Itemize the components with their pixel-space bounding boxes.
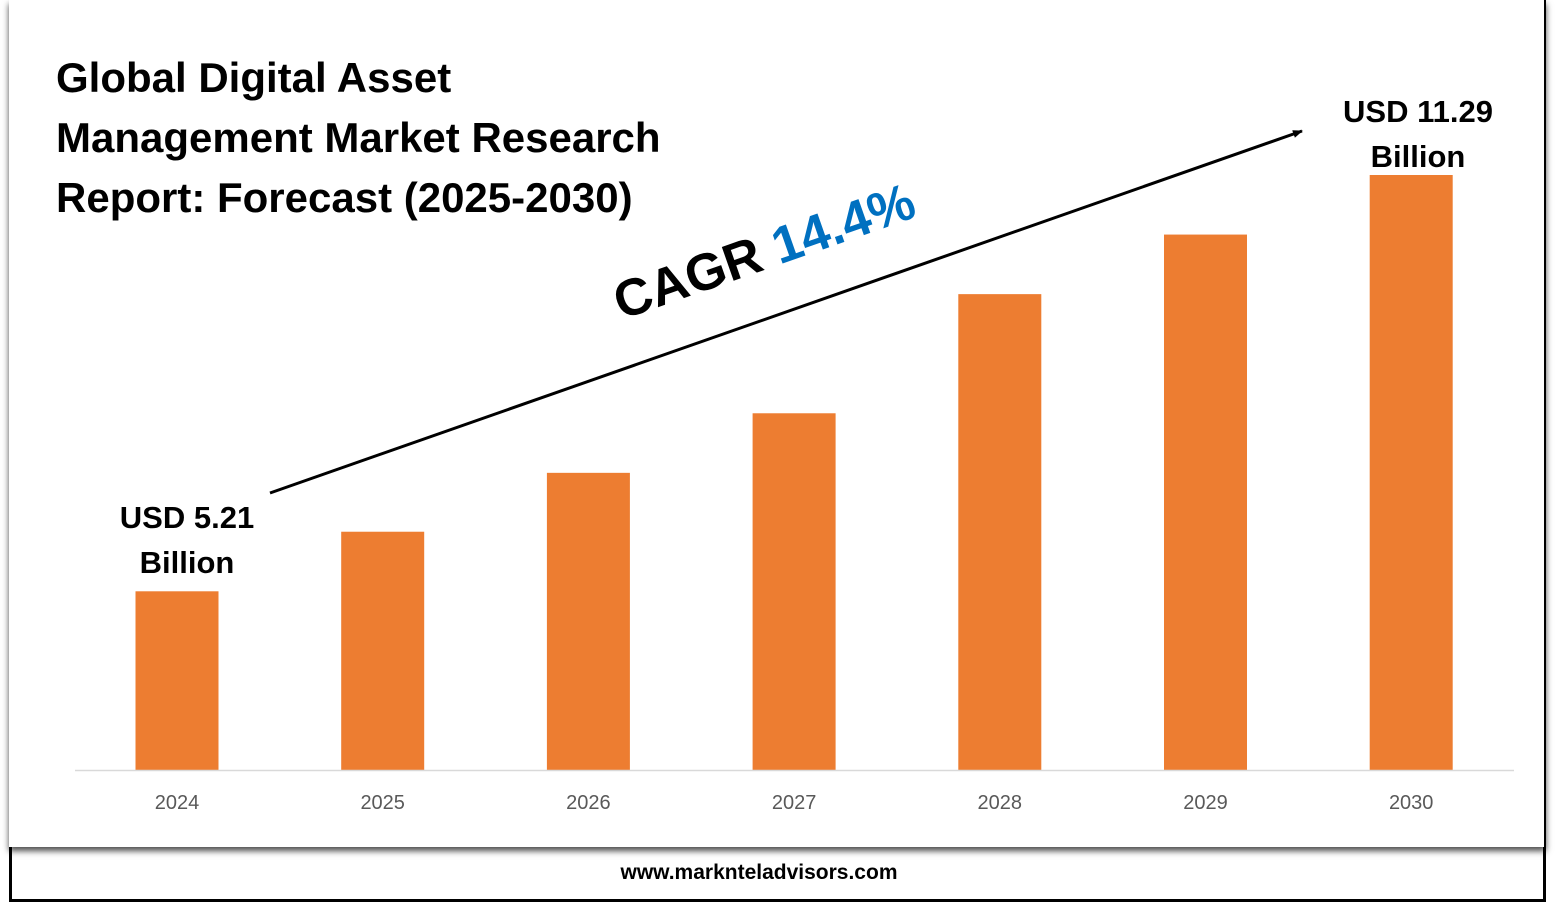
cagr-value: 14.4% [764, 173, 922, 276]
bar-2030 [1369, 175, 1453, 770]
title-line-1: Global Digital Asset [56, 54, 452, 101]
end-value-label-line1: USD 11.29 [1343, 94, 1493, 129]
x-tick-label: 2027 [772, 792, 817, 814]
x-tick-label: 2030 [1389, 792, 1434, 814]
bar-2027 [752, 413, 836, 770]
chart-title: Global Digital Asset Management Market R… [56, 48, 661, 228]
footer-website[interactable]: www.marknteladvisors.com [620, 861, 898, 884]
start-value-label-line2: Billion [140, 545, 235, 580]
x-tick-label: 2025 [360, 792, 405, 814]
cagr-arrow [269, 129, 1303, 495]
x-tick-label: 2024 [155, 792, 200, 814]
bar-2028 [958, 294, 1042, 770]
start-value-label-line1: USD 5.21 [120, 500, 254, 535]
title-line-2: Management Market Research [56, 114, 661, 161]
x-tick-label: 2026 [566, 792, 611, 814]
x-tick-label: 2028 [978, 792, 1023, 814]
end-value-label-line2: Billion [1371, 139, 1466, 174]
bar-2026 [546, 472, 630, 770]
bar-2025 [341, 531, 425, 770]
cagr-label: CAGR 14.4% [606, 173, 922, 332]
bar-2029 [1164, 234, 1247, 770]
x-tick-label: 2029 [1183, 792, 1228, 814]
bar-2024 [135, 591, 219, 770]
title-line-3: Report: Forecast (2025-2030) [56, 174, 633, 221]
cagr-prefix: CAGR [606, 226, 770, 331]
